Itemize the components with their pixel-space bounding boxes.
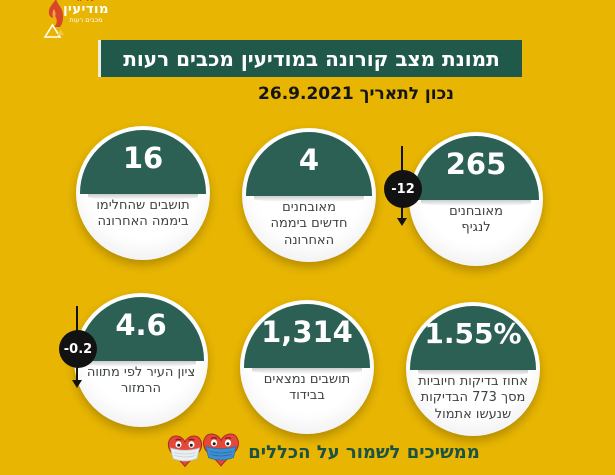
stat-value: 1,314: [261, 315, 353, 349]
stat-circle-isolation: 1,314 תושבים נמצאים בבידוד: [240, 300, 374, 434]
stat-label: מאובחנים חדשים ביממה האחרונה: [270, 200, 348, 248]
logo-city-name: מודיעין: [63, 2, 109, 18]
stat-value: 4: [298, 143, 320, 177]
delta-badge-active-cases: -12: [384, 170, 422, 208]
down-arrow-icon: [397, 218, 407, 226]
stat-circle-active-cases: 265 מאובחנים לנגיף: [409, 132, 543, 266]
dome-shadow: [254, 196, 364, 202]
page-title: תמונת מצב קורונה במודיעין מכבים רעות: [123, 46, 500, 71]
dome-shadow: [88, 194, 198, 200]
logo-city-prefix: עיריית: [58, 0, 114, 3]
stat-value: 1.55%: [424, 317, 522, 350]
dome-shadow: [86, 361, 196, 367]
stat-label: תושבים שהחלימו ביממה האחרונה: [96, 198, 190, 230]
stat-label: ציון העיר לפי מתווה הרמזור: [86, 365, 196, 397]
masked-hearts-icon: [168, 433, 240, 468]
down-arrow-icon: [72, 380, 82, 388]
stat-label: מאובחנים לנגיף: [449, 204, 503, 236]
logo-city-subname: מכבים רעות: [69, 15, 103, 24]
dome-shadow: [418, 370, 528, 376]
stat-circle-new-cases: 4 מאובחנים חדשים ביממה האחרונה: [242, 128, 376, 262]
stat-label: אחוז בדיקות חיוביות מסך 773 הבדיקות שנעש…: [418, 374, 528, 422]
stat-circle-city-score: 4.6 ציון העיר לפי מתווה הרמזור: [74, 293, 208, 427]
dome-shadow: [421, 200, 531, 206]
dome-shadow: [252, 368, 362, 374]
stat-circle-positive-rate: 1.55% אחוז בדיקות חיוביות מסך 773 הבדיקו…: [406, 302, 540, 436]
stat-value: 16: [122, 141, 164, 175]
stat-value: 4.6: [115, 308, 167, 342]
footer: ממשיכים לשמור על הכללים: [30, 431, 615, 473]
stat-value: 265: [445, 147, 507, 181]
footer-message: ממשיכים לשמור על הכללים: [248, 441, 480, 463]
logo-text: עיריית מודיעין מכבים רעות: [58, 0, 114, 24]
flame-icon: [43, 0, 64, 38]
title-banner: תמונת מצב קורונה במודיעין מכבים רעות: [98, 40, 522, 77]
date-line: נכון לתאריך 26.9.2021: [258, 84, 454, 104]
stat-label: תושבים נמצאים בבידוד: [263, 372, 351, 404]
stat-circle-recovered: 16 תושבים שהחלימו ביממה האחרונה: [76, 126, 210, 260]
delta-badge-city-score: -0.2: [59, 330, 97, 368]
municipality-logo: עיריית מודיעין מכבים רעות: [30, 0, 114, 41]
